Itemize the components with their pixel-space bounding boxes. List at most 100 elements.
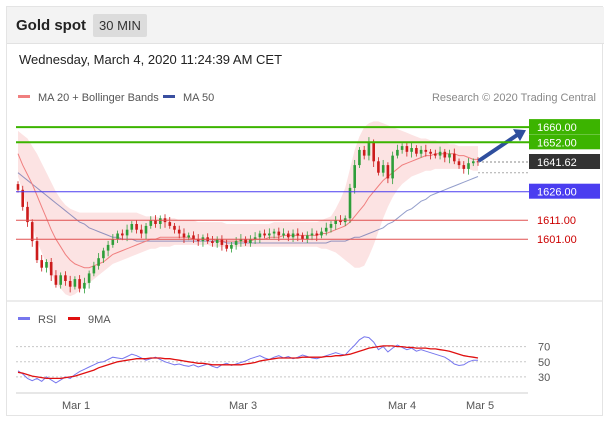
legend-swatch-ma20 (18, 95, 30, 98)
candle-body (196, 239, 200, 242)
legend-label-ma20: MA 20 + Bollinger Bands (38, 92, 159, 104)
candle-body (87, 273, 91, 283)
candle-body (457, 161, 461, 166)
candle-body (116, 233, 119, 240)
candle-body (45, 262, 48, 268)
candle-body (367, 142, 371, 156)
pivot-label: 1626.00 (537, 187, 577, 199)
candle-body (310, 233, 314, 236)
candle-body (296, 233, 300, 236)
support-label: 1601.00 (537, 234, 577, 246)
candle-body (225, 244, 228, 249)
candle-body (377, 161, 380, 173)
legend-swatch-rsi (18, 317, 30, 320)
resistance-label: 1660.00 (537, 122, 577, 134)
legend-label-ma50: MA 50 (183, 92, 214, 104)
candle-body (472, 161, 475, 164)
ma20-line (17, 153, 478, 269)
forecast-arrow (478, 131, 522, 163)
candle-body (239, 239, 243, 242)
candle-body (68, 281, 72, 287)
candle-body (410, 148, 413, 152)
candle-body (348, 187, 352, 219)
candle-body (434, 153, 437, 156)
candle-body (59, 275, 62, 285)
candle-body (287, 233, 290, 238)
candle-body (173, 225, 176, 230)
candle-body (438, 151, 442, 156)
candle-body (159, 218, 162, 224)
legend-label-rsi: RSI (38, 314, 56, 326)
candle-body (386, 165, 390, 179)
candle-body (277, 231, 281, 236)
candle-body (419, 149, 423, 154)
chart-title: Gold spot (16, 17, 86, 34)
candle-body (49, 262, 53, 276)
candle-body (358, 149, 361, 166)
legend-swatch-ma9 (68, 317, 80, 320)
price-levels: 1660.00 1652.00 1641.62 1626.00 1611.00 1601.… (16, 119, 600, 246)
candle-body (64, 275, 67, 281)
ma50-line (17, 172, 479, 244)
candle-body (448, 153, 451, 158)
candle-body (329, 224, 333, 228)
candle-body (26, 206, 29, 223)
pivot-tag (529, 183, 600, 199)
resistance-tag (529, 119, 600, 135)
chart-header: Gold spot 30 MIN (7, 7, 604, 44)
candle-body (111, 239, 115, 245)
price-plot (16, 121, 526, 297)
legend-swatch-ma50 (163, 95, 175, 98)
candle-body (35, 241, 39, 261)
timestamp: Wednesday, March 4, 2020 11:24:39 AM CET (19, 52, 283, 67)
x-tick-label: Mar 4 (388, 400, 416, 412)
forecast-arrow-head (513, 129, 526, 142)
candle-body (381, 165, 385, 173)
candle-body (339, 220, 342, 223)
candle-body (121, 233, 124, 236)
candle-body (78, 279, 81, 289)
rsi-plot: 70 50 30 (16, 336, 550, 384)
candle-body (372, 142, 375, 162)
candle-body (220, 239, 224, 245)
candle-body (234, 241, 238, 245)
candle-body (168, 222, 172, 226)
candle-body (97, 258, 100, 266)
candle-body (30, 222, 34, 242)
candle-body (21, 189, 24, 207)
rsi-legend: RSI 9MA (18, 314, 111, 326)
candle-body (396, 149, 399, 156)
price-legend: MA 20 + Bollinger Bands MA 50 Research ©… (18, 92, 596, 104)
candle-body (135, 224, 138, 230)
candle-body (424, 149, 428, 152)
candle-body (230, 244, 233, 249)
candle-body (334, 220, 337, 224)
resistance-tag (529, 134, 600, 150)
x-tick-label: Mar 5 (466, 400, 494, 412)
resistance-label: 1652.00 (537, 137, 577, 149)
candle-body (125, 229, 129, 236)
x-tick-label: Mar 1 (62, 400, 90, 412)
candle-body (187, 235, 190, 238)
support-label: 1611.00 (537, 215, 576, 227)
last-price-tag (529, 154, 600, 169)
candle-body (443, 151, 447, 158)
candle-body (54, 275, 58, 285)
candle-body (211, 241, 214, 243)
candle-body (177, 229, 181, 234)
candle-body (149, 220, 153, 226)
candle-body (16, 184, 20, 190)
candle-body (106, 244, 110, 251)
last-price-label: 1641.62 (537, 157, 577, 169)
candle-body (192, 235, 195, 240)
candle-body (320, 231, 323, 236)
candle-body (306, 235, 309, 240)
candle-body (154, 220, 157, 224)
candle-body (291, 233, 295, 238)
research-credit: Research © 2020 Trading Central (432, 92, 596, 104)
candle-body (40, 260, 43, 268)
rsi-tick-label: 50 (538, 357, 550, 369)
timeframe-badge[interactable]: 30 MIN (93, 14, 147, 37)
candle-body (315, 233, 319, 236)
candle-body (83, 282, 86, 289)
